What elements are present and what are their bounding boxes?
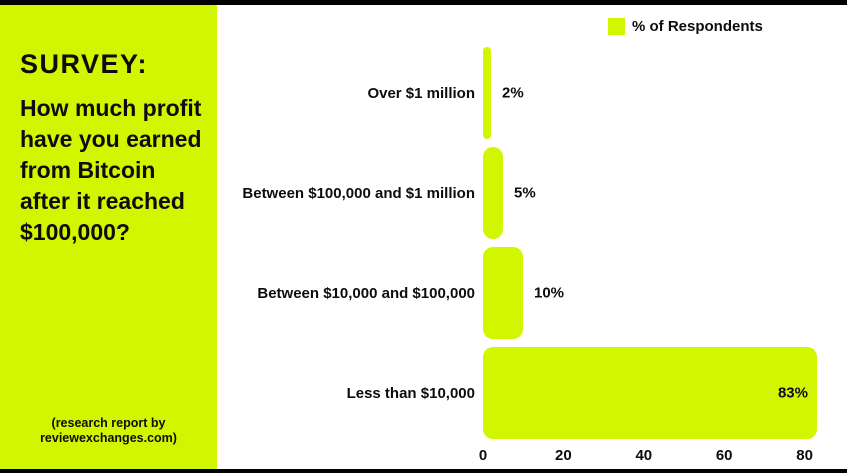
chart-row: Between $100,000 and $1 million 5% — [217, 143, 847, 243]
chart-row: Between $10,000 and $100,000 10% — [217, 243, 847, 343]
source-note: (research report by reviewexchanges.com) — [40, 415, 177, 446]
x-tick-label: 80 — [796, 447, 813, 464]
bar-chart: % of Respondents Over $1 million 2% Betwee… — [217, 5, 847, 469]
x-tick-label: 0 — [478, 447, 488, 464]
category-label: Over $1 million — [367, 84, 475, 102]
legend-swatch-icon — [608, 18, 625, 35]
bar — [483, 147, 503, 239]
bar — [483, 47, 491, 139]
value-label: 83% — [777, 384, 808, 402]
x-tick-label: 60 — [715, 447, 733, 464]
category-label: Between $10,000 and $100,000 — [257, 284, 475, 302]
bar-track: 2% — [483, 47, 847, 139]
bar-track: 10% — [483, 247, 847, 339]
value-label: 5% — [514, 184, 536, 202]
category-label: Less than $10,000 — [346, 384, 475, 402]
panel-heading: SURVEY: — [20, 49, 149, 79]
bottom-border — [0, 469, 847, 473]
chart-row: Less than $10,000 83% — [217, 343, 847, 443]
chart-row: Over $1 million 2% — [217, 43, 847, 143]
survey-panel: SURVEY: How much profit have you earned … — [0, 5, 217, 469]
value-label: 10% — [534, 284, 565, 302]
chart-rows: Over $1 million 2% Between $100,000 and $1… — [217, 43, 847, 443]
top-border — [0, 0, 847, 5]
bar — [483, 347, 817, 439]
value-label: 2% — [502, 84, 524, 102]
bar-track: 83% — [483, 347, 847, 439]
legend-label: % of Respondents — [632, 18, 763, 35]
x-axis: 0 20 40 60 80 — [217, 447, 847, 467]
bar — [483, 247, 523, 339]
x-tick-label: 40 — [635, 447, 653, 464]
bar-track: 5% — [483, 147, 847, 239]
x-tick-label: 20 — [555, 447, 572, 464]
category-label: Between $100,000 and $1 million — [242, 184, 475, 202]
survey-question: How much profit have you earned from Bit… — [20, 94, 202, 245]
chart-legend: % of Respondents — [608, 18, 763, 35]
